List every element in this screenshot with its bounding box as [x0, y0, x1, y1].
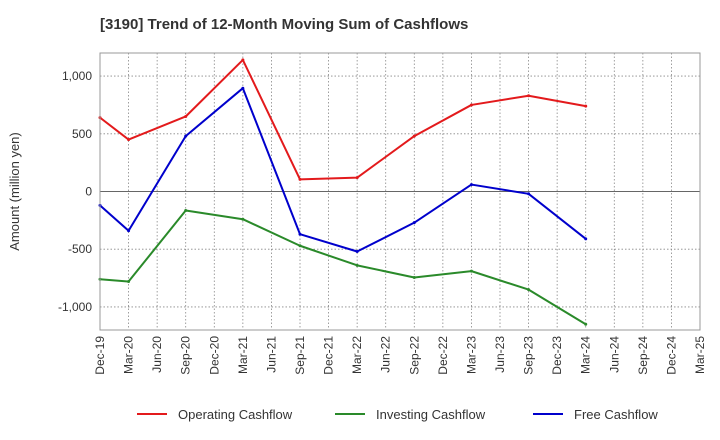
x-tick-label: Jun-23	[493, 336, 507, 373]
grid	[100, 53, 700, 330]
y-axis-ticks: 1,000 500 0 -500 -1,000	[58, 69, 92, 314]
y-tick-label: 0	[85, 185, 92, 199]
data-point	[355, 263, 359, 267]
y-axis-label: Amount (million yen)	[7, 132, 22, 251]
chart-title: [3190] Trend of 12-Month Moving Sum of C…	[100, 16, 468, 33]
data-point	[127, 138, 131, 142]
legend-label: Operating Cashflow	[178, 407, 293, 422]
x-tick-label: Jun-22	[379, 336, 393, 373]
data-point	[241, 217, 245, 221]
x-tick-label: Dec-24	[664, 336, 678, 375]
data-point	[298, 232, 302, 236]
data-point	[184, 114, 188, 118]
series-lines	[98, 58, 588, 326]
series-line-free-cashflow	[99, 87, 587, 253]
y-tick-label: 1,000	[62, 69, 92, 83]
x-tick-label: Mar-22	[350, 336, 364, 374]
y-tick-label: -1,000	[58, 300, 92, 314]
x-tick-label: Sep-23	[522, 336, 536, 375]
x-tick-label: Mar-20	[122, 336, 136, 374]
series-line-operating-cashflow	[99, 58, 586, 181]
data-point	[184, 209, 188, 213]
data-point	[527, 94, 531, 98]
data-point	[527, 192, 531, 196]
legend-label: Free Cashflow	[574, 407, 658, 422]
y-tick-label: -500	[68, 242, 92, 256]
x-tick-label: Sep-22	[407, 336, 421, 375]
plot-frame	[99, 52, 701, 331]
data-point	[298, 177, 302, 181]
x-tick-label: Sep-21	[293, 336, 307, 375]
y-tick-label: 500	[72, 127, 92, 141]
data-point	[527, 288, 531, 292]
x-tick-label: Dec-21	[322, 336, 336, 375]
x-tick-label: Dec-20	[207, 336, 221, 375]
data-point	[469, 183, 473, 187]
x-tick-label: Jun-21	[264, 336, 278, 373]
data-point	[355, 250, 359, 254]
data-point	[355, 176, 359, 180]
x-tick-label: Dec-23	[550, 336, 564, 375]
data-point	[127, 280, 131, 284]
x-tick-label: Mar-21	[236, 336, 250, 374]
x-tick-label: Dec-19	[93, 336, 107, 375]
data-point	[584, 322, 588, 326]
data-point	[184, 134, 188, 138]
data-point	[469, 103, 473, 107]
x-tick-label: Sep-20	[179, 336, 193, 375]
data-point	[412, 221, 416, 225]
legend: Operating Cashflow Investing Cashflow Free…	[137, 407, 658, 422]
series-line-investing-cashflow	[99, 209, 587, 326]
data-point	[241, 58, 245, 62]
x-tick-label: Mar-24	[579, 336, 593, 374]
x-tick-label: Mar-23	[464, 336, 478, 374]
data-point	[584, 237, 588, 241]
x-tick-label: Sep-24	[636, 336, 650, 375]
data-point	[584, 104, 588, 108]
data-point	[127, 229, 131, 233]
data-point	[298, 244, 302, 248]
x-axis-ticks: Dec-19 Mar-20 Jun-20 Sep-20 Dec-20 Mar-21 Jun-…	[93, 336, 707, 375]
x-tick-label: Dec-22	[436, 336, 450, 375]
x-tick-label: Jun-20	[150, 336, 164, 373]
data-point	[412, 275, 416, 279]
data-point	[241, 86, 245, 90]
x-tick-label: Jun-24	[607, 336, 621, 373]
legend-label: Investing Cashflow	[376, 407, 486, 422]
data-point	[469, 269, 473, 273]
x-tick-label: Mar-25	[693, 336, 707, 374]
data-point	[412, 134, 416, 138]
